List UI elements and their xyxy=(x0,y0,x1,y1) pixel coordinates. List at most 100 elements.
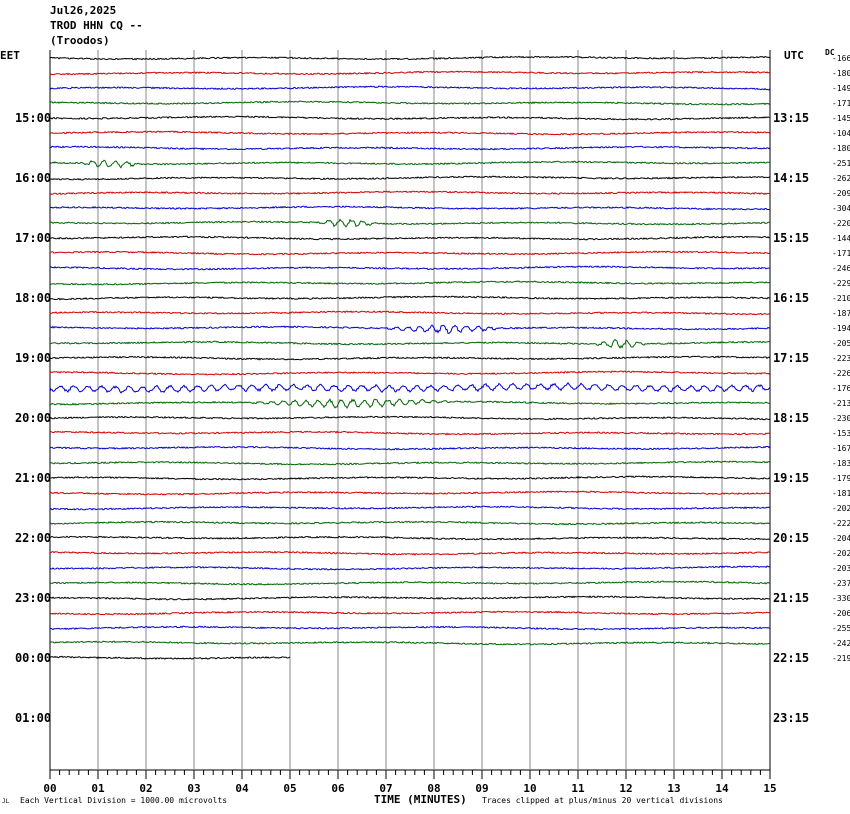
left-hour-label: 15:00 xyxy=(15,111,51,125)
x-tick-label: 12 xyxy=(619,782,632,795)
dc-offset-label: -209 xyxy=(832,189,850,198)
seismic-trace xyxy=(49,595,771,601)
dc-offset-label: -167 xyxy=(832,444,850,453)
clip-note: Traces clipped at plus/minus 20 vertical… xyxy=(482,796,723,805)
seismic-trace xyxy=(49,338,771,349)
dc-offset-label: -210 xyxy=(832,294,850,303)
dc-header-label: DC xyxy=(825,48,835,57)
dc-offset-label: -180 xyxy=(832,69,850,78)
x-tick-label: 15 xyxy=(763,782,776,795)
seismic-trace xyxy=(50,625,771,631)
seismic-trace xyxy=(49,355,771,361)
dc-offset-label: -203 xyxy=(832,564,850,573)
dc-offset-label: -242 xyxy=(832,639,850,648)
dc-offset-label: -223 xyxy=(832,354,850,363)
record-date: Jul26,2025 xyxy=(50,4,117,17)
seismic-trace xyxy=(49,175,771,181)
station-location: (Troodos) xyxy=(50,34,110,47)
seismic-trace xyxy=(49,250,771,256)
x-tick-label: 13 xyxy=(667,782,680,795)
left-hour-label: 22:00 xyxy=(15,531,51,545)
seismic-trace xyxy=(49,324,771,334)
dc-offset-label: -104 xyxy=(832,129,850,138)
seismic-trace xyxy=(49,159,771,169)
dc-offset-label: -330 xyxy=(832,594,850,603)
right-hour-label: 14:15 xyxy=(773,171,809,185)
x-tick-label: 14 xyxy=(715,782,729,795)
seismic-trace xyxy=(49,565,771,571)
dc-offset-label: -145 xyxy=(832,114,850,123)
seismic-trace xyxy=(49,640,771,646)
dc-offset-label: -202 xyxy=(832,504,850,513)
seismic-trace xyxy=(49,280,771,286)
seismic-trace xyxy=(49,70,771,76)
dc-offset-label: -206 xyxy=(832,609,850,618)
left-hour-label: 19:00 xyxy=(15,351,51,365)
dc-offset-label: -149 xyxy=(832,84,850,93)
dc-offset-label: -251 xyxy=(832,159,850,168)
seismic-trace xyxy=(49,490,771,496)
seismic-trace xyxy=(49,295,770,301)
right-hour-label: 17:15 xyxy=(773,351,809,365)
right-hour-label: 23:15 xyxy=(773,711,809,725)
dc-offset-label: -213 xyxy=(832,399,850,408)
dc-offset-label: -205 xyxy=(832,339,850,348)
seismic-trace xyxy=(49,520,771,526)
seismic-trace xyxy=(49,235,771,241)
seismic-trace xyxy=(49,115,771,121)
left-hour-label: 18:00 xyxy=(15,291,51,305)
x-tick-label: 11 xyxy=(571,782,585,795)
dc-offset-label: -229 xyxy=(832,279,850,288)
seismic-trace xyxy=(49,460,771,466)
seismic-trace xyxy=(50,580,771,586)
dc-offset-label: -304 xyxy=(832,204,850,213)
right-hour-label: 19:15 xyxy=(773,471,809,485)
x-tick-label: 00 xyxy=(43,782,56,795)
seismic-trace xyxy=(49,130,771,136)
seismic-trace xyxy=(49,190,771,196)
seismic-trace xyxy=(49,85,771,91)
seismic-trace xyxy=(49,445,771,451)
dc-offset-label: -181 xyxy=(832,489,850,498)
right-hour-label: 22:15 xyxy=(773,651,809,665)
seismic-trace xyxy=(49,265,771,271)
seismic-trace xyxy=(49,398,771,410)
dc-offset-label: -183 xyxy=(832,459,850,468)
dc-offset-label: -202 xyxy=(832,549,850,558)
x-tick-label: 03 xyxy=(187,782,200,795)
dc-offset-label: -176 xyxy=(832,384,850,393)
right-timezone-label: UTC xyxy=(784,49,804,62)
x-tick-label: 07 xyxy=(379,782,392,795)
dc-offset-label: -153 xyxy=(832,429,850,438)
dc-offset-label: -262 xyxy=(832,174,850,183)
dc-offset-label: -180 xyxy=(832,144,850,153)
seismic-trace xyxy=(49,655,291,660)
seismic-trace xyxy=(49,55,771,61)
x-tick-label: 05 xyxy=(283,782,296,795)
seismic-trace xyxy=(49,205,770,211)
left-hour-label: 20:00 xyxy=(15,411,51,425)
left-hour-label: 16:00 xyxy=(15,171,51,185)
left-timezone-label: EET xyxy=(0,49,20,62)
right-hour-label: 15:15 xyxy=(773,231,809,245)
dc-offset-label: -194 xyxy=(832,324,850,333)
seismic-trace xyxy=(49,218,771,228)
x-tick-label: 04 xyxy=(235,782,249,795)
dc-offset-label: -144 xyxy=(832,234,850,243)
x-tick-label: 10 xyxy=(523,782,536,795)
dc-offset-label: -219 xyxy=(832,654,850,663)
left-hour-label: 17:00 xyxy=(15,231,51,245)
scale-note: Each Vertical Division = 1000.00 microvo… xyxy=(20,796,228,805)
dc-offset-label: -171 xyxy=(832,99,850,108)
dc-offset-label: -179 xyxy=(832,474,850,483)
right-hour-label: 16:15 xyxy=(773,291,809,305)
seismic-trace xyxy=(49,310,771,316)
x-tick-label: 09 xyxy=(475,782,488,795)
station-code: TROD HHN CQ -- xyxy=(50,19,143,32)
seismic-trace xyxy=(49,610,771,616)
dc-offset-label: -204 xyxy=(832,534,850,543)
seismic-trace xyxy=(49,430,770,436)
dc-offset-label: -246 xyxy=(832,264,850,273)
dc-offset-label: -226 xyxy=(832,369,850,378)
